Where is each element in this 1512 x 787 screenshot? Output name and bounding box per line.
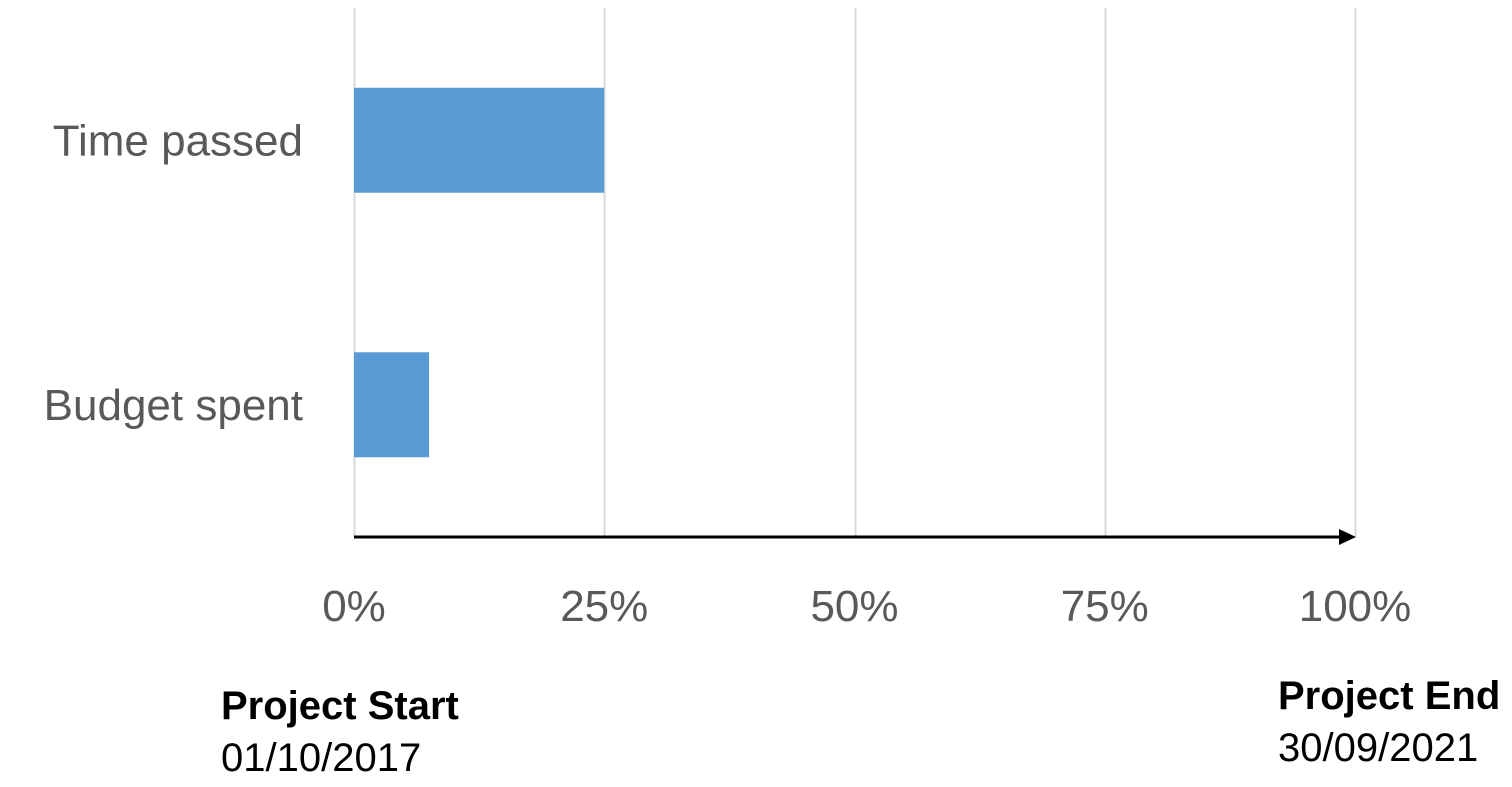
x-tick-label: 75% [1061,582,1149,631]
category-labels: Time passed Budget spent [44,116,303,430]
project-start-date: 01/10/2017 [221,736,422,780]
project-end-block: Project End 30/09/2021 [1278,670,1500,774]
x-axis [354,529,1356,545]
project-start-title: Project Start [221,684,459,728]
x-axis-arrow [1339,529,1356,545]
bar-budget-spent [354,352,430,458]
x-tick-label: 50% [810,582,898,631]
gridlines [353,8,1357,537]
x-tick-label: 0% [322,582,386,631]
category-label: Time passed [53,116,303,165]
project-start-block: Project Start 01/10/2017 [221,680,459,784]
x-tick-label: 100% [1299,582,1412,631]
x-tick-label: 25% [560,582,648,631]
project-end-title: Project End [1278,674,1501,718]
category-label: Budget spent [44,381,303,430]
x-tick-labels: 0% 25% 50% 75% 100% [322,582,1411,631]
bar-time-passed [354,87,605,193]
project-end-date: 30/09/2021 [1278,726,1479,770]
bars [354,87,605,458]
